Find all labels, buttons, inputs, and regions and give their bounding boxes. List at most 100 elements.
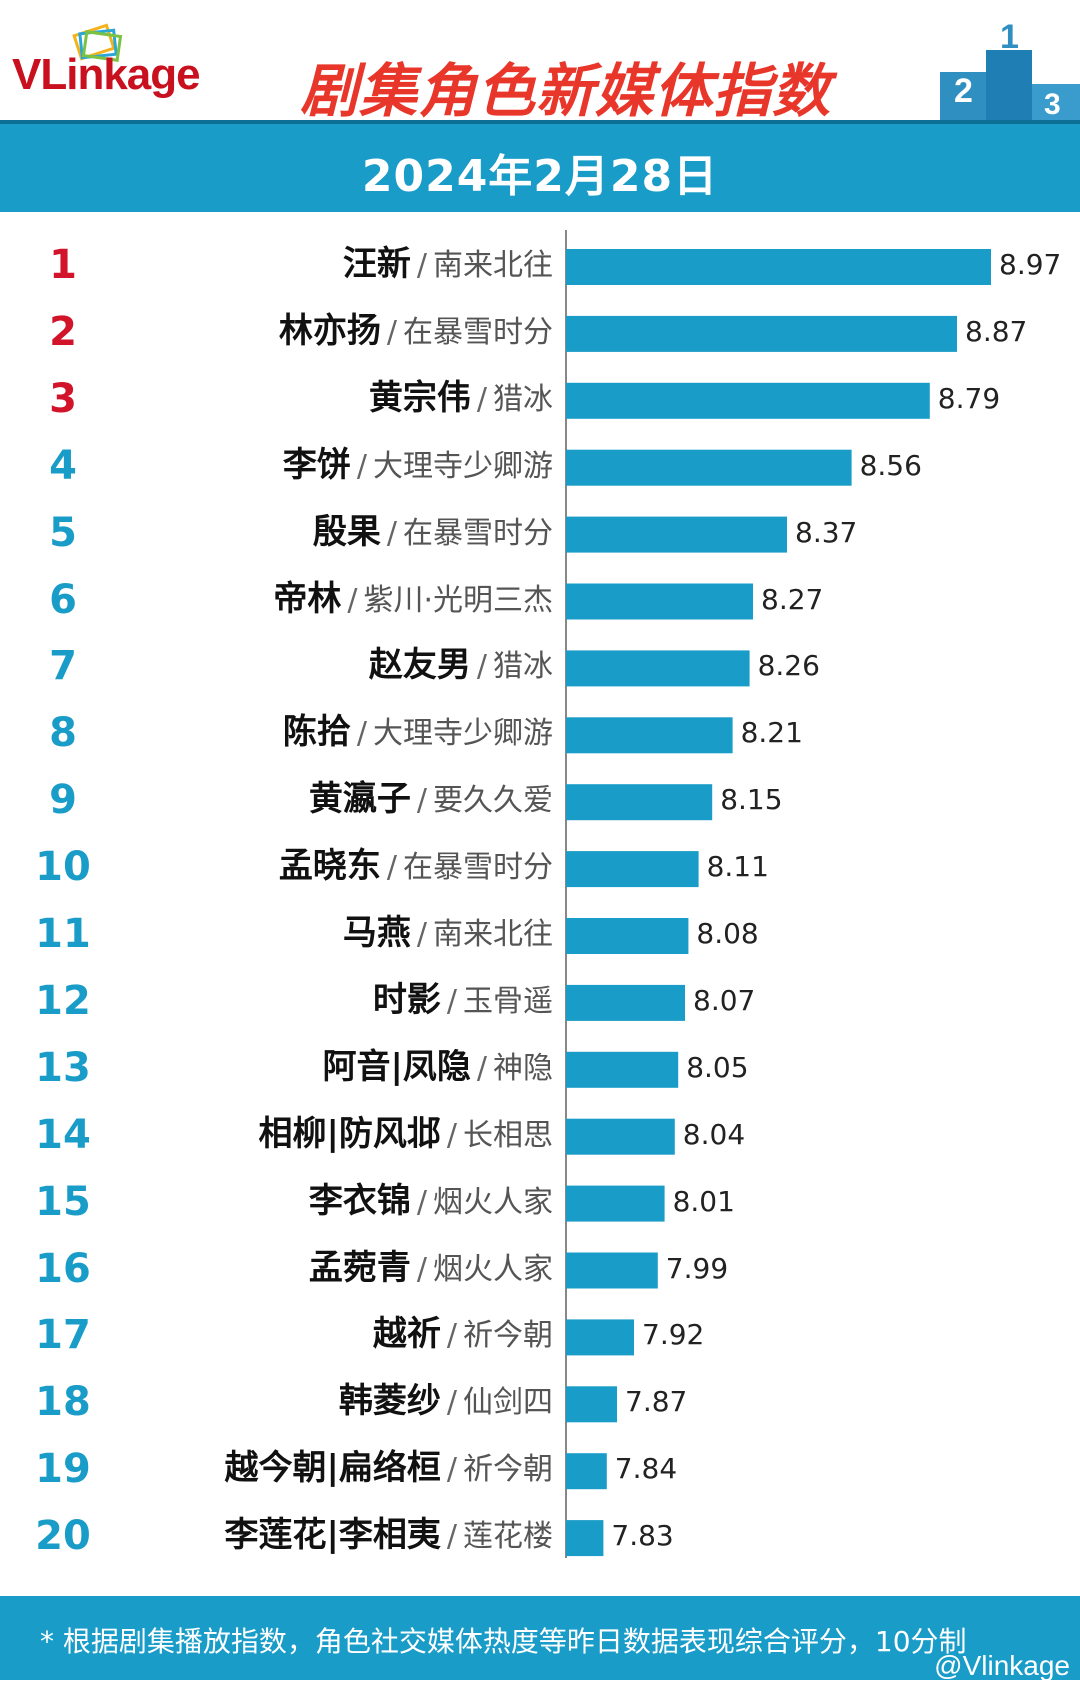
show-name: 要久久爱: [433, 783, 553, 819]
bar-6: [566, 583, 753, 620]
character-label: 时影 / 玉骨遥: [373, 978, 553, 1024]
value-label: 8.04: [682, 1117, 746, 1151]
separator: /: [476, 1050, 487, 1086]
rank-number: 5: [49, 509, 77, 556]
weibo-watermark: @Vlinkage: [934, 1650, 1070, 1681]
show-name: 紫川·光明三杰: [363, 582, 553, 618]
character-label: 李饼 / 大理寺少卿游: [283, 443, 553, 489]
rank-number: 1: [49, 242, 77, 288]
value-label: 8.87: [965, 314, 1028, 348]
character-name: 孟菀青: [308, 1247, 411, 1288]
rank-number: 17: [35, 1312, 91, 1359]
character-name: 越今朝|扁络桓: [224, 1448, 441, 1489]
character-name: 殷果: [312, 511, 381, 552]
table-row: 8 陈拾 / 大理寺少卿游 8.21: [0, 702, 1080, 768]
table-row: 12 时影 / 玉骨遥 8.07: [0, 970, 1080, 1036]
separator: /: [446, 983, 457, 1019]
show-name: 在暴雪时分: [403, 314, 553, 350]
table-row: 1 汪新 / 南来北往 8.97: [0, 234, 1080, 300]
character-name: 韩菱纱: [338, 1381, 441, 1422]
character-name: 相柳|防风邶: [258, 1113, 441, 1154]
rank-number: 12: [35, 977, 91, 1024]
table-row: 7 赵友男 / 猎冰 8.26: [0, 635, 1080, 701]
date-band: [0, 120, 1080, 212]
table-row: 17 越祈 / 祈今朝 7.92: [0, 1304, 1080, 1370]
show-name: 祈今朝: [463, 1318, 553, 1354]
character-label: 韩菱纱 / 仙剑四: [339, 1379, 553, 1425]
character-label: 林亦扬 / 在暴雪时分: [279, 309, 553, 355]
value-label: 8.26: [757, 649, 820, 683]
bar-13: [566, 1051, 679, 1088]
table-row: 6 帝林 / 紫川·光明三杰 8.27: [0, 569, 1080, 635]
character-name: 李衣锦: [308, 1180, 411, 1221]
footnote: * 根据剧集播放指数，角色社交媒体热度等昨日数据表现综合评分，10分制: [40, 1625, 967, 1658]
bar-15: [566, 1185, 665, 1222]
character-name: 马燕: [342, 913, 411, 953]
character-label: 黄瀛子 / 要久久爱: [309, 777, 553, 823]
character-name: 李饼: [282, 444, 351, 485]
table-row: 18 韩菱纱 / 仙剑四 7.87: [0, 1371, 1080, 1437]
table-row: 9 黄瀛子 / 要久久爱 8.15: [0, 769, 1080, 835]
separator: /: [356, 448, 367, 484]
bar-chart: [565, 230, 991, 1558]
rank-number: 14: [35, 1111, 91, 1158]
rank-number: 15: [35, 1178, 91, 1225]
rank-number: 19: [35, 1446, 91, 1493]
show-name: 猎冰: [493, 649, 553, 685]
character-label: 阿音|凤隐 / 神隐: [322, 1045, 553, 1091]
bar-7: [566, 650, 750, 687]
character-label: 越祈 / 祈今朝: [373, 1312, 553, 1358]
character-label: 相柳|防风邶 / 长相思: [258, 1112, 553, 1158]
character-name: 李莲花|李相夷: [224, 1515, 441, 1556]
table-row: 14 相柳|防风邶 / 长相思 8.04: [0, 1104, 1080, 1170]
rank-number: 9: [49, 777, 77, 824]
character-name: 赵友男: [368, 645, 471, 686]
character-label: 帝林 / 紫川·光明三杰: [273, 577, 553, 623]
show-name: 仙剑四: [463, 1385, 553, 1421]
show-name: 莲花楼: [463, 1519, 553, 1555]
value-label: 8.07: [693, 983, 756, 1017]
logo-cards-icon: [72, 23, 123, 62]
rank-number: 18: [35, 1379, 91, 1426]
show-name: 神隐: [493, 1050, 553, 1086]
show-name: 猎冰: [493, 381, 553, 417]
bar-2: [566, 315, 957, 352]
bar-17: [566, 1319, 634, 1356]
bar-16: [566, 1252, 658, 1289]
value-label: 7.99: [665, 1251, 729, 1285]
svg-text:1: 1: [1000, 20, 1019, 56]
character-label: 越今朝|扁络桓 / 祈今朝: [224, 1446, 553, 1492]
rank-number: 10: [35, 844, 91, 891]
rank-number: 2: [49, 308, 77, 355]
character-name: 汪新: [342, 244, 411, 284]
rank-number: 11: [35, 911, 91, 957]
character-label: 黄宗伟 / 猎冰: [369, 376, 553, 422]
bar-20: [566, 1520, 604, 1557]
table-row: 13 阿音|凤隐 / 神隐 8.05: [0, 1037, 1080, 1103]
table-row: 4 李饼 / 大理寺少卿游 8.56: [0, 435, 1080, 501]
value-label: 8.01: [672, 1184, 735, 1218]
value-label: 7.92: [642, 1318, 705, 1352]
value-label: 8.97: [999, 248, 1062, 281]
separator: /: [386, 314, 397, 350]
separator: /: [416, 917, 427, 952]
svg-text:3: 3: [1044, 88, 1061, 120]
separator: /: [476, 649, 487, 685]
bar-1: [566, 249, 991, 285]
rank-number: 3: [49, 375, 77, 422]
character-name: 黄宗伟: [368, 377, 471, 418]
table-row: 15 李衣锦 / 烟火人家 8.01: [0, 1171, 1080, 1237]
bar-5: [566, 516, 787, 553]
separator: /: [416, 1184, 427, 1220]
character-name: 陈拾: [282, 712, 351, 753]
show-name: 南来北往: [433, 248, 553, 283]
rank-number: 4: [49, 442, 77, 489]
page-title: 剧集角色新媒体指数: [300, 57, 832, 125]
value-label: 8.56: [859, 448, 922, 482]
show-name: 在暴雪时分: [403, 850, 553, 886]
show-name: 烟火人家: [433, 1251, 553, 1287]
rank-number: 13: [35, 1044, 91, 1091]
bar-12: [566, 984, 685, 1021]
table-row: 19 越今朝|扁络桓 / 祈今朝 7.84: [0, 1438, 1080, 1504]
